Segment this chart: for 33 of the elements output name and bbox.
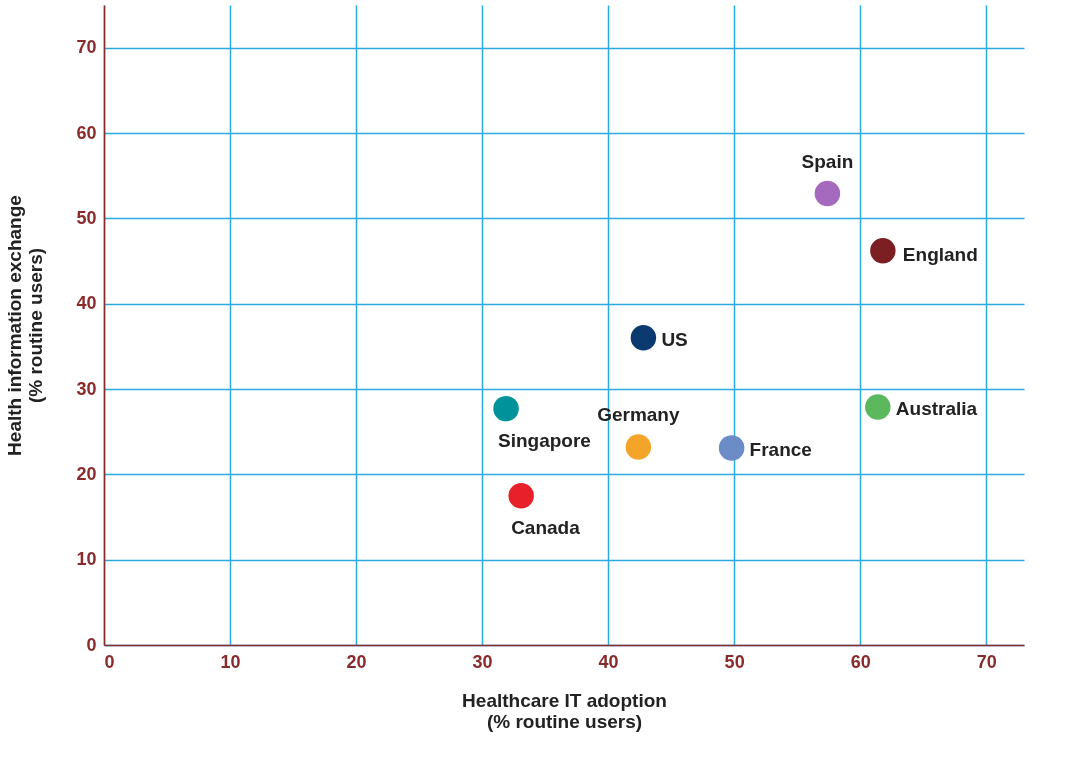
y-tick-label: 60	[76, 122, 97, 143]
y-tick-label: 40	[76, 293, 97, 314]
point	[625, 434, 652, 460]
series-label: Singapore	[498, 429, 591, 451]
x-tick-label: 30	[472, 651, 493, 672]
y-axis-title: Health information exchange (% routine users)	[4, 195, 47, 456]
point	[630, 325, 657, 351]
x-tick-label: 60	[850, 651, 871, 672]
series-label: US	[661, 328, 688, 350]
x-tick-label: 70	[976, 651, 997, 672]
y-tick-label: 50	[76, 207, 97, 228]
x-tick-label: 0	[104, 651, 115, 672]
y-tick-label: 70	[76, 37, 97, 58]
point	[870, 238, 896, 264]
x-tick-label: 50	[724, 651, 745, 672]
series-label: Spain	[801, 150, 854, 172]
point	[865, 394, 891, 420]
point	[718, 435, 745, 461]
x-tick-label: 10	[220, 651, 241, 672]
series-label: France	[749, 438, 812, 460]
series-label: Australia	[895, 397, 978, 419]
x-axis-title: Healthcare IT adoption (% routine users)	[462, 689, 667, 732]
series-label: Canada	[511, 516, 581, 538]
x-tick-label: 40	[598, 651, 619, 672]
y-tick-label: 20	[76, 463, 97, 484]
y-tick-label: 10	[76, 549, 97, 570]
series-label: England	[902, 243, 978, 265]
y-tick-label: 0	[86, 634, 97, 655]
point	[493, 395, 519, 422]
point	[508, 482, 534, 509]
y-tick-label: 30	[76, 378, 97, 399]
point	[814, 180, 841, 207]
x-tick-label: 20	[346, 651, 367, 672]
